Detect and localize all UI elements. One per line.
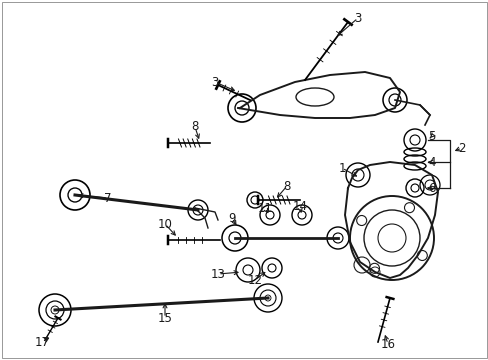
Text: 9: 9 [228, 211, 235, 225]
Text: 8: 8 [283, 180, 290, 193]
Text: 2: 2 [457, 141, 465, 154]
Text: 7: 7 [104, 192, 112, 204]
Text: 6: 6 [427, 181, 435, 194]
Text: 16: 16 [380, 338, 395, 351]
Text: 5: 5 [427, 130, 435, 143]
Text: 10: 10 [157, 217, 172, 230]
Text: 3: 3 [354, 12, 361, 24]
Text: 12: 12 [247, 274, 262, 287]
Text: 13: 13 [210, 267, 225, 280]
Text: 1: 1 [338, 162, 345, 175]
Text: 3: 3 [211, 76, 218, 89]
Text: 15: 15 [157, 311, 172, 324]
Text: 4: 4 [427, 156, 435, 168]
Text: 17: 17 [35, 336, 49, 348]
Text: 14: 14 [292, 201, 307, 213]
Text: 11: 11 [257, 202, 272, 215]
Text: 8: 8 [191, 121, 198, 134]
